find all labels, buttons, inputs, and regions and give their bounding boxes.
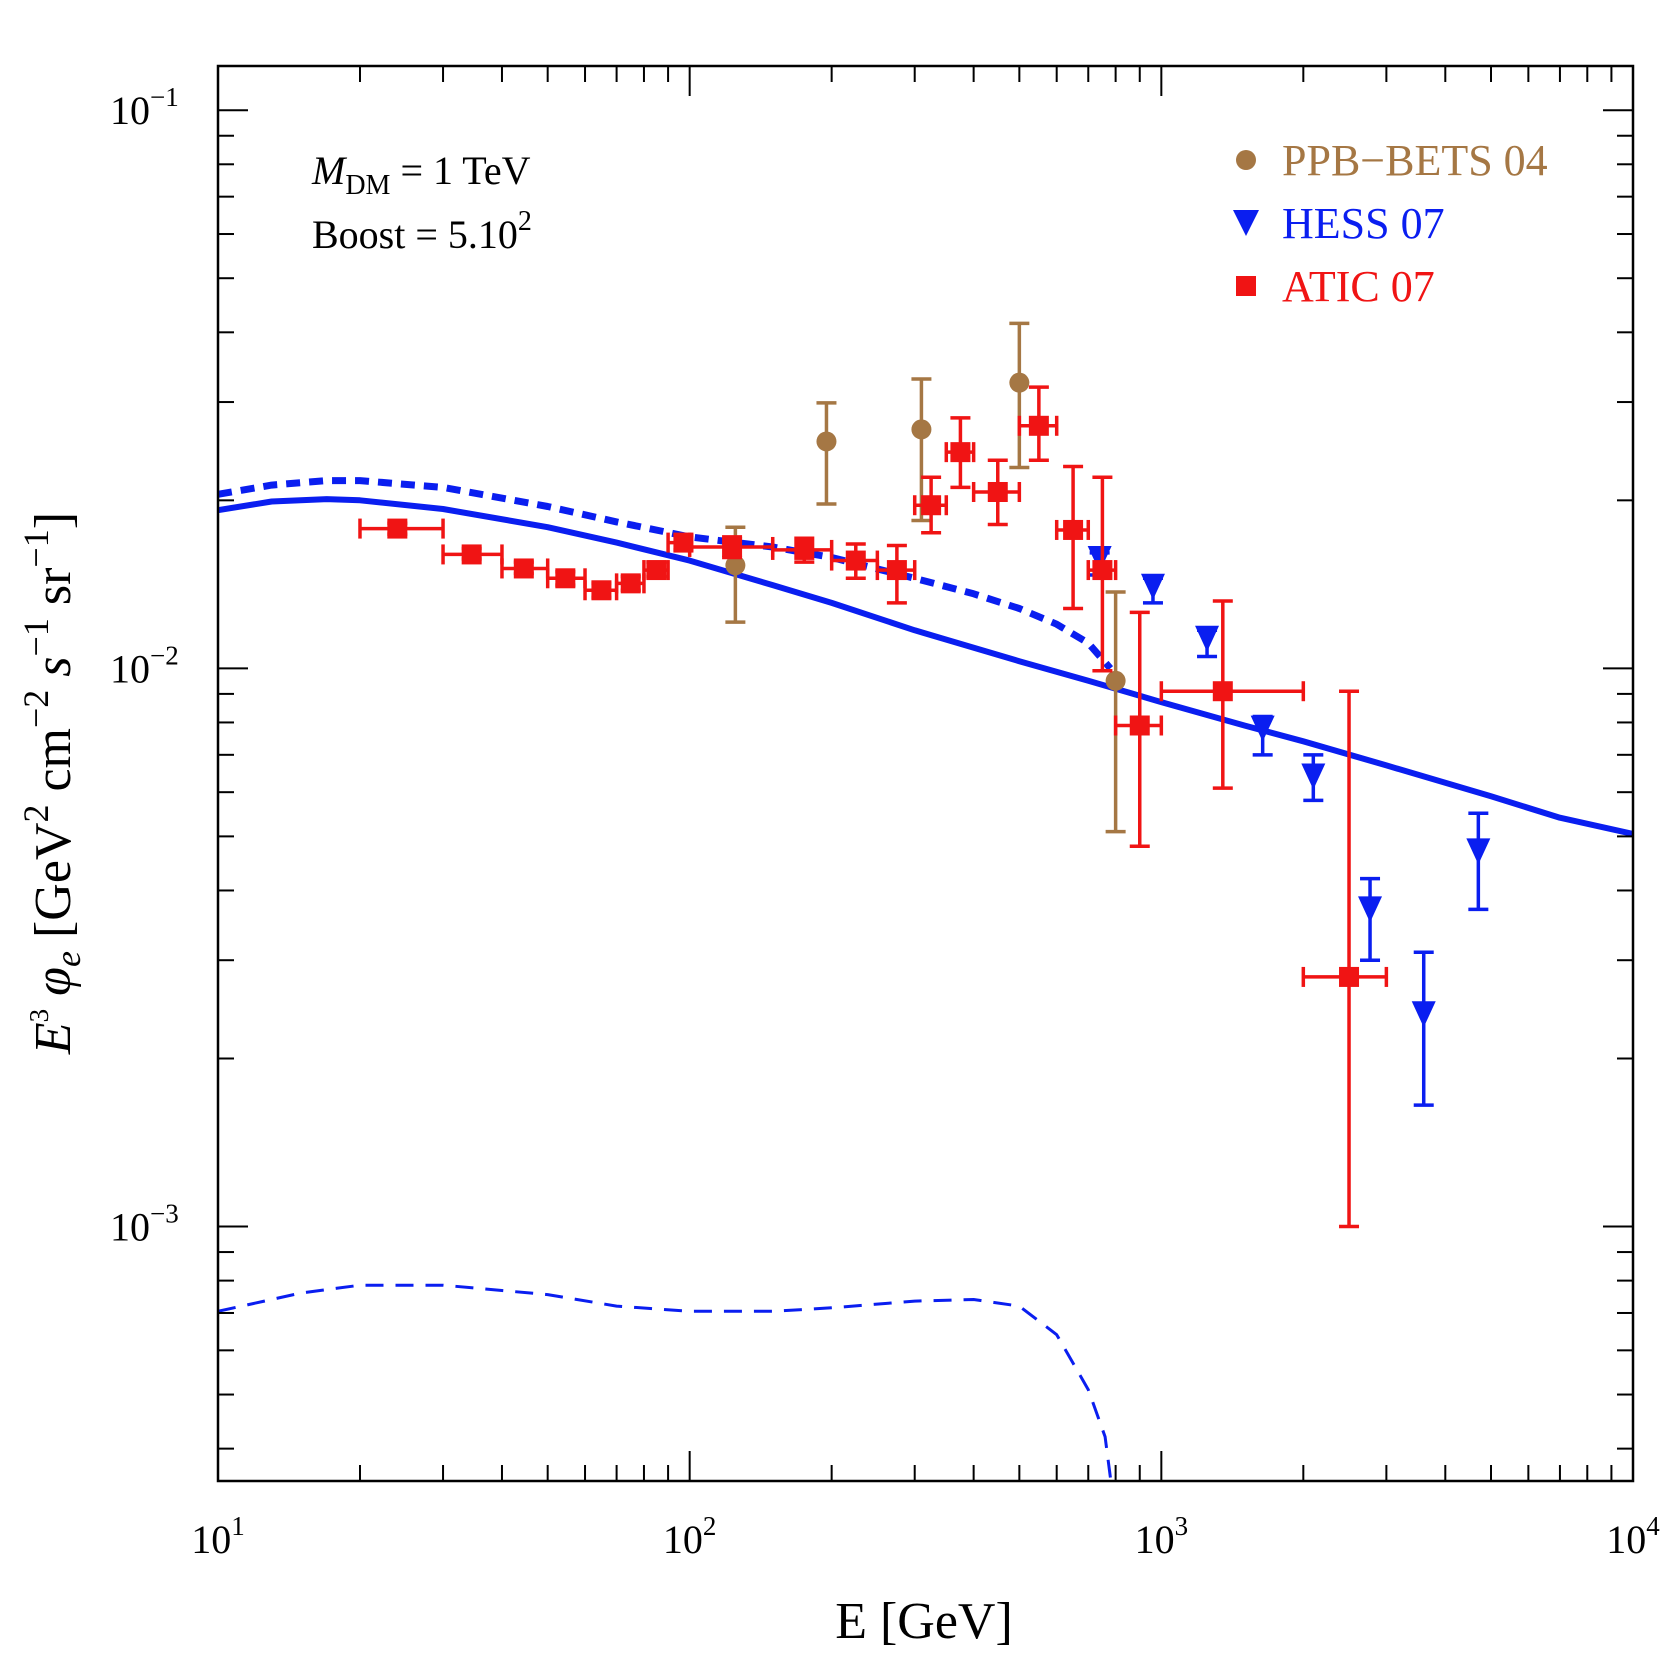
data-point <box>950 442 971 463</box>
y-axis-title: E3 φe [GeV2 cm−2 s−1 sr−1] <box>16 512 88 1055</box>
data-point <box>1358 896 1383 923</box>
data-point <box>1129 715 1150 736</box>
legend-label: PPB−BETS 04 <box>1282 136 1548 185</box>
legend-marker <box>1236 276 1256 296</box>
axis-tick-labels: 101 102 103 104 10−1 10−2 10−3 <box>110 82 1660 1562</box>
data-point <box>987 481 1008 502</box>
data-point <box>461 544 482 565</box>
x-tick-label: 104 <box>1606 1511 1660 1562</box>
data-point <box>1087 546 1112 573</box>
annotation-mass: MDM = 1 TeV <box>311 148 531 201</box>
annotation-boost: Boost = 5.102 <box>312 206 532 257</box>
data-point <box>387 518 408 539</box>
legend-marker <box>1233 210 1259 236</box>
model-curve-dashed-thin <box>218 1283 1112 1478</box>
data-point <box>725 555 746 576</box>
data-point <box>591 580 612 601</box>
data-series <box>358 321 1491 1229</box>
data-point <box>1092 560 1113 581</box>
data-point <box>620 573 641 594</box>
x-axis-title: E [GeV] <box>835 1593 1013 1650</box>
y-tick-label: 10−1 <box>110 82 179 133</box>
data-point <box>921 495 942 516</box>
data-point <box>816 431 837 452</box>
x-tick-label: 102 <box>663 1511 717 1562</box>
series-circle <box>725 321 1126 834</box>
model-curve-solid <box>218 496 1633 837</box>
data-point <box>1339 966 1360 987</box>
legend-label: HESS 07 <box>1282 199 1445 248</box>
x-tick-label: 103 <box>1135 1511 1189 1562</box>
data-point <box>722 536 743 557</box>
data-point <box>555 568 576 589</box>
data-point <box>1105 670 1126 691</box>
data-point <box>1009 372 1030 393</box>
axis-ticks <box>217 66 1633 1481</box>
model-curves <box>218 477 1633 1478</box>
data-point <box>1411 1001 1436 1028</box>
data-point <box>646 560 667 581</box>
data-point <box>886 560 907 581</box>
series-triangle-down <box>1087 546 1491 1107</box>
data-point <box>1195 625 1220 652</box>
data-point <box>911 419 932 440</box>
data-point <box>1250 715 1275 742</box>
data-point <box>1466 838 1491 865</box>
data-point <box>1063 519 1084 540</box>
data-point <box>1301 763 1326 790</box>
data-point <box>1140 573 1165 600</box>
data-point <box>1212 681 1233 702</box>
x-tick-label: 101 <box>191 1511 245 1562</box>
legend-label: ATIC 07 <box>1282 262 1435 311</box>
data-point <box>513 558 534 579</box>
data-point <box>794 539 815 560</box>
data-point <box>845 550 866 571</box>
legend-marker <box>1236 150 1256 170</box>
series-square <box>358 385 1389 1229</box>
y-tick-label: 10−2 <box>110 640 179 691</box>
y-tick-label: 10−3 <box>110 1199 179 1250</box>
plot-frame <box>216 64 1635 1483</box>
data-point <box>1028 415 1049 436</box>
legend: PPB−BETS 04 HESS 07 ATIC 07 <box>1233 136 1548 311</box>
